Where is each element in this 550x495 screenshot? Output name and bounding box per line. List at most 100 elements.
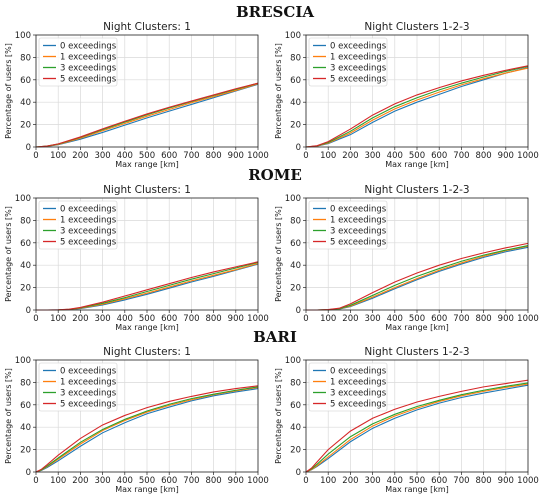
- legend-box: [308, 362, 388, 412]
- x-tick-label: 300: [94, 476, 110, 486]
- x-tick-label: 1000: [517, 151, 539, 161]
- chart-brescia-night-clusters-1: 0 100 200 300 400 500 600 700 800 900 1000 0 20 40 60 8…: [4, 21, 269, 169]
- x-tick-label: 600: [161, 151, 177, 161]
- y-tick-label: 100: [285, 194, 301, 204]
- x-tick-label: 900: [498, 476, 514, 486]
- y-tick-label: 40: [20, 423, 31, 433]
- x-tick-label: 700: [183, 476, 199, 486]
- y-tick-label: 40: [20, 98, 31, 108]
- y-tick-label: 20: [290, 284, 301, 294]
- x-tick-label: 800: [475, 151, 491, 161]
- x-tick-label: 300: [94, 314, 110, 324]
- x-tick-label: 700: [453, 151, 469, 161]
- city-title-rome: ROME: [248, 166, 302, 184]
- legend-label-0-exceedings: 0 exceedings: [60, 205, 117, 215]
- x-axis-label: Max range [km]: [385, 160, 449, 169]
- panel-title: Night Clusters: 1: [103, 21, 191, 33]
- x-tick-label: 100: [320, 476, 336, 486]
- x-tick-label: 200: [342, 314, 358, 324]
- legend-label-3-exceedings: 3 exceedings: [330, 64, 387, 74]
- y-tick-label: 0: [296, 468, 301, 478]
- x-tick-label: 500: [139, 314, 155, 324]
- x-tick-label: 400: [117, 476, 133, 486]
- legend-label-1-exceedings: 1 exceedings: [330, 216, 387, 226]
- y-tick-label: 60: [20, 401, 31, 411]
- panel-title: Night Clusters 1-2-3: [364, 184, 469, 196]
- panel-title: Night Clusters: 1: [103, 346, 191, 358]
- x-tick-label: 400: [117, 151, 133, 161]
- x-tick-label: 900: [228, 476, 244, 486]
- legend-box: [38, 37, 118, 87]
- x-tick-label: 500: [139, 151, 155, 161]
- x-tick-label: 400: [387, 314, 403, 324]
- x-tick-label: 600: [431, 314, 447, 324]
- chart-bari-night-clusters-1-2-3: 0 100 200 300 400 500 600 700 800 900 1000 0 20 40 60 8…: [274, 346, 539, 494]
- legend-label-5-exceedings: 5 exceedings: [60, 238, 117, 248]
- x-tick-label: 600: [431, 151, 447, 161]
- y-tick-label: 60: [290, 76, 301, 86]
- series-line-5-exceedings: [35, 385, 259, 473]
- legend-label-5-exceedings: 5 exceedings: [60, 75, 117, 85]
- y-tick-label: 60: [20, 76, 31, 86]
- y-axis-label: Percentage of users [%]: [4, 368, 13, 464]
- x-tick-label: 0: [33, 151, 38, 161]
- legend-label-0-exceedings: 0 exceedings: [60, 42, 117, 52]
- series-line-5-exceedings: [35, 82, 259, 148]
- x-tick-label: 800: [475, 476, 491, 486]
- x-tick-label: 200: [72, 314, 88, 324]
- legend-label-1-exceedings: 1 exceedings: [60, 378, 117, 388]
- y-tick-label: 0: [26, 143, 31, 153]
- legend-label-5-exceedings: 5 exceedings: [330, 238, 387, 248]
- series-line-0-exceedings: [35, 388, 259, 473]
- x-tick-label: 500: [139, 476, 155, 486]
- legend-box: [38, 200, 118, 250]
- y-tick-label: 0: [26, 306, 31, 316]
- panel-title: Night Clusters 1-2-3: [364, 346, 469, 358]
- y-tick-label: 40: [290, 423, 301, 433]
- x-tick-label: 800: [205, 314, 221, 324]
- x-tick-label: 200: [72, 151, 88, 161]
- panel-title: Night Clusters 1-2-3: [364, 21, 469, 33]
- y-tick-label: 80: [290, 216, 301, 226]
- city-title-brescia: BRESCIA: [236, 3, 314, 21]
- x-tick-label: 600: [431, 476, 447, 486]
- legend-label-5-exceedings: 5 exceedings: [330, 400, 387, 410]
- legend-label-3-exceedings: 3 exceedings: [60, 227, 117, 237]
- legend-label-1-exceedings: 1 exceedings: [330, 378, 387, 388]
- legend-label-1-exceedings: 1 exceedings: [60, 53, 117, 63]
- x-tick-label: 900: [498, 314, 514, 324]
- y-tick-label: 60: [290, 239, 301, 249]
- legend-label-3-exceedings: 3 exceedings: [60, 64, 117, 74]
- x-tick-label: 100: [50, 151, 66, 161]
- y-tick-label: 20: [20, 121, 31, 131]
- x-tick-label: 200: [342, 151, 358, 161]
- x-tick-label: 0: [303, 314, 308, 324]
- x-tick-label: 0: [33, 476, 38, 486]
- y-axis-label: Percentage of users [%]: [4, 43, 13, 139]
- y-tick-label: 20: [290, 446, 301, 456]
- legend-label-3-exceedings: 3 exceedings: [60, 389, 117, 399]
- x-tick-label: 900: [498, 151, 514, 161]
- x-tick-label: 0: [303, 151, 308, 161]
- x-tick-label: 800: [205, 476, 221, 486]
- y-tick-label: 40: [290, 261, 301, 271]
- x-tick-label: 600: [161, 314, 177, 324]
- x-axis-label: Max range [km]: [115, 323, 179, 332]
- series-line-0-exceedings: [305, 384, 529, 473]
- chart-bari-night-clusters-1: 0 100 200 300 400 500 600 700 800 900 1000 0 20 40 60 8…: [4, 346, 269, 494]
- city-title-bari: BARI: [253, 328, 297, 346]
- x-tick-label: 400: [387, 476, 403, 486]
- x-tick-label: 300: [364, 476, 380, 486]
- x-tick-label: 200: [342, 476, 358, 486]
- y-tick-label: 0: [296, 143, 301, 153]
- x-tick-label: 700: [183, 151, 199, 161]
- x-tick-label: 900: [228, 151, 244, 161]
- series-line-5-exceedings: [305, 65, 529, 148]
- x-tick-label: 300: [364, 151, 380, 161]
- y-tick-label: 80: [290, 53, 301, 63]
- x-tick-label: 200: [72, 476, 88, 486]
